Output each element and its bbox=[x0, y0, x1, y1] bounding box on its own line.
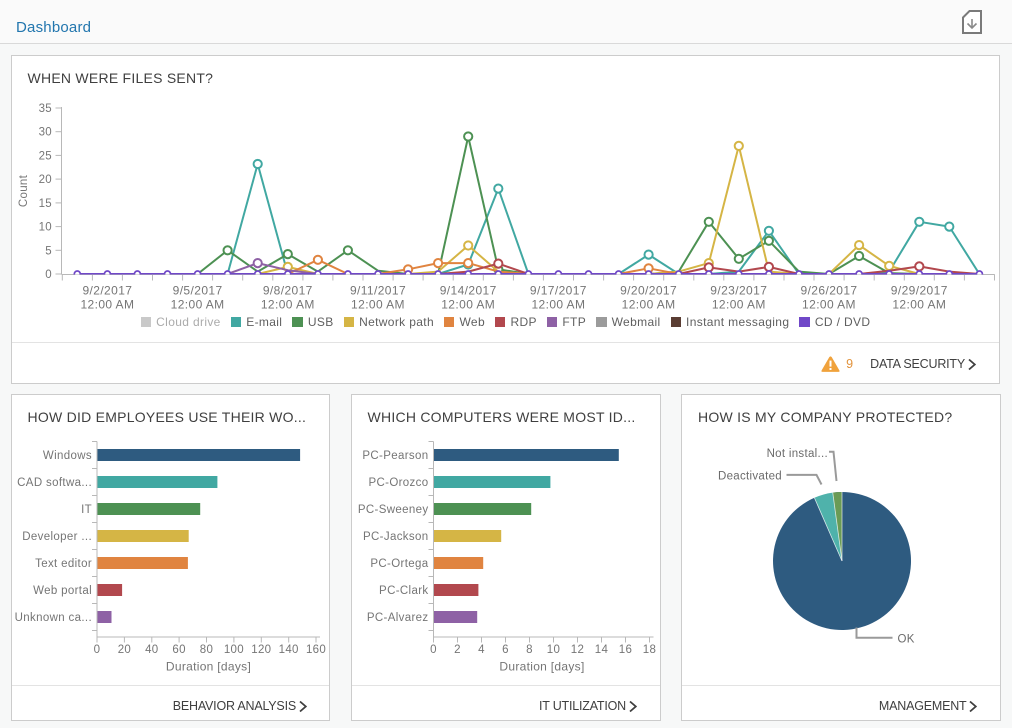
svg-text:12:00 AM: 12:00 AM bbox=[531, 298, 585, 312]
svg-text:PC-Clark: PC-Clark bbox=[379, 585, 428, 597]
svg-text:12:00 AM: 12:00 AM bbox=[80, 298, 134, 312]
svg-text:0: 0 bbox=[45, 269, 52, 281]
svg-text:Web portal: Web portal bbox=[33, 585, 92, 597]
svg-text:160: 160 bbox=[305, 644, 325, 656]
svg-text:9/2/2017: 9/2/2017 bbox=[82, 284, 132, 298]
svg-text:9/26/2017: 9/26/2017 bbox=[800, 284, 857, 298]
svg-text:PC-Ortega: PC-Ortega bbox=[370, 558, 428, 570]
svg-text:12:00 AM: 12:00 AM bbox=[711, 298, 765, 312]
svg-text:9/23/2017: 9/23/2017 bbox=[710, 284, 767, 298]
svg-text:PC-Sweeney: PC-Sweeney bbox=[357, 504, 428, 516]
svg-text:Not instal...: Not instal... bbox=[767, 448, 828, 460]
svg-text:9/5/2017: 9/5/2017 bbox=[172, 284, 222, 298]
svg-text:Duration [days]: Duration [days] bbox=[165, 660, 250, 674]
svg-text:9/8/2017: 9/8/2017 bbox=[262, 284, 312, 298]
svg-text:Unknown ca...: Unknown ca... bbox=[14, 612, 91, 624]
svg-text:35: 35 bbox=[38, 103, 51, 115]
svg-text:Count: Count bbox=[18, 174, 30, 207]
svg-text:12:00 AM: 12:00 AM bbox=[892, 298, 946, 312]
svg-text:OK: OK bbox=[898, 634, 915, 646]
svg-text:80: 80 bbox=[199, 644, 212, 656]
svg-text:IT: IT bbox=[81, 504, 92, 516]
svg-text:2: 2 bbox=[454, 644, 461, 656]
svg-text:Windows: Windows bbox=[42, 450, 91, 462]
svg-text:PC-Jackson: PC-Jackson bbox=[363, 531, 429, 543]
svg-text:Duration [days]: Duration [days] bbox=[499, 660, 584, 674]
svg-text:100: 100 bbox=[223, 644, 243, 656]
svg-text:PC-Pearson: PC-Pearson bbox=[362, 450, 428, 462]
svg-text:Text editor: Text editor bbox=[35, 558, 92, 570]
svg-text:4: 4 bbox=[478, 644, 485, 656]
svg-text:18: 18 bbox=[642, 644, 655, 656]
svg-text:9/17/2017: 9/17/2017 bbox=[529, 284, 586, 298]
svg-text:PC-Orozco: PC-Orozco bbox=[368, 477, 428, 489]
svg-text:9/20/2017: 9/20/2017 bbox=[620, 284, 677, 298]
svg-text:8: 8 bbox=[526, 644, 533, 656]
svg-text:16: 16 bbox=[618, 644, 631, 656]
svg-text:10: 10 bbox=[546, 644, 559, 656]
svg-text:60: 60 bbox=[172, 644, 185, 656]
svg-text:9/14/2017: 9/14/2017 bbox=[439, 284, 496, 298]
svg-text:25: 25 bbox=[38, 150, 51, 162]
svg-text:20: 20 bbox=[117, 644, 130, 656]
svg-text:12:00 AM: 12:00 AM bbox=[621, 298, 675, 312]
svg-text:12: 12 bbox=[570, 644, 583, 656]
svg-text:Developer ...: Developer ... bbox=[22, 531, 92, 543]
svg-text:0: 0 bbox=[430, 644, 437, 656]
svg-text:20: 20 bbox=[38, 174, 51, 186]
svg-text:30: 30 bbox=[38, 127, 51, 139]
svg-text:Deactivated: Deactivated bbox=[718, 471, 782, 483]
svg-text:5: 5 bbox=[45, 245, 52, 257]
svg-text:12:00 AM: 12:00 AM bbox=[170, 298, 224, 312]
svg-text:CAD softwa...: CAD softwa... bbox=[17, 477, 92, 489]
svg-text:0: 0 bbox=[93, 644, 100, 656]
svg-text:120: 120 bbox=[251, 644, 271, 656]
svg-text:9/29/2017: 9/29/2017 bbox=[890, 284, 947, 298]
svg-text:12:00 AM: 12:00 AM bbox=[441, 298, 495, 312]
svg-text:14: 14 bbox=[594, 644, 608, 656]
svg-text:40: 40 bbox=[145, 644, 158, 656]
svg-text:PC-Alvarez: PC-Alvarez bbox=[366, 612, 428, 624]
svg-text:12:00 AM: 12:00 AM bbox=[802, 298, 856, 312]
svg-text:12:00 AM: 12:00 AM bbox=[351, 298, 405, 312]
svg-text:6: 6 bbox=[502, 644, 509, 656]
svg-text:140: 140 bbox=[278, 644, 298, 656]
svg-text:10: 10 bbox=[38, 222, 51, 234]
svg-text:15: 15 bbox=[38, 198, 51, 210]
svg-text:9/11/2017: 9/11/2017 bbox=[349, 284, 405, 298]
svg-text:12:00 AM: 12:00 AM bbox=[260, 298, 314, 312]
